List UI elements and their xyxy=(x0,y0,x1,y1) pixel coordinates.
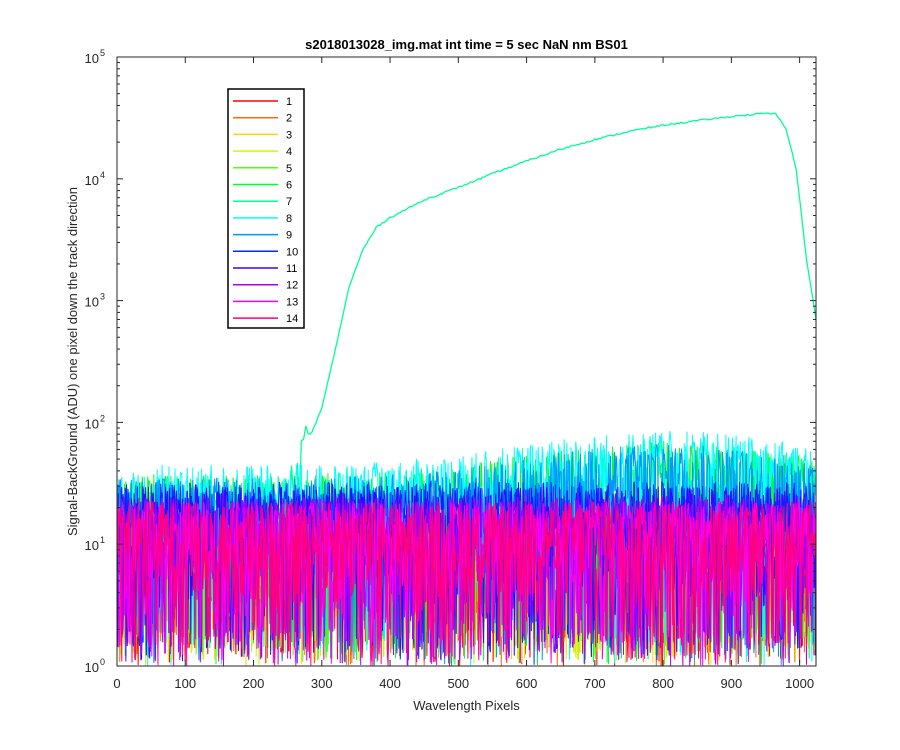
legend-label-6: 6 xyxy=(286,180,292,192)
x-tick-label: 600 xyxy=(516,676,538,691)
series-layer xyxy=(117,112,816,666)
legend-label-3: 3 xyxy=(286,129,292,141)
legend-label-8: 8 xyxy=(286,213,292,225)
x-axis-label: Wavelength Pixels xyxy=(413,698,520,713)
x-tick-label: 900 xyxy=(721,676,743,691)
axes-box xyxy=(116,56,817,667)
y-tick-label: 10 xyxy=(85,295,99,310)
x-tick-label: 1000 xyxy=(785,676,814,691)
legend-label-12: 12 xyxy=(286,280,298,292)
legend-label-14: 14 xyxy=(286,313,298,325)
x-tick-label: 700 xyxy=(584,676,606,691)
y-axis-label: Signal-BackGround (ADU) one pixel down t… xyxy=(65,187,80,536)
y-tick-label-exponent: 1 xyxy=(100,535,105,545)
legend-label-13: 13 xyxy=(286,296,298,308)
series-line-14 xyxy=(117,501,816,666)
y-tick-label: 10 xyxy=(85,538,99,553)
x-tick-label: 200 xyxy=(243,676,265,691)
legend-label-4: 4 xyxy=(286,146,292,158)
x-tick-label: 100 xyxy=(174,676,196,691)
y-tick-label-exponent: 3 xyxy=(100,292,105,302)
y-tick-label: 10 xyxy=(85,173,99,188)
y-tick-label-exponent: 5 xyxy=(100,48,105,58)
y-tick-label: 10 xyxy=(85,51,99,66)
y-tick-label: 10 xyxy=(85,416,99,431)
x-tick-label: 300 xyxy=(311,676,333,691)
x-tick-label: 0 xyxy=(113,676,120,691)
legend-label-1: 1 xyxy=(286,96,292,108)
legend-label-7: 7 xyxy=(286,196,292,208)
legend-label-10: 10 xyxy=(286,246,298,258)
y-tick-label: 10 xyxy=(85,660,99,675)
legend-label-2: 2 xyxy=(286,113,292,125)
x-tick-label: 400 xyxy=(379,676,401,691)
legend-label-11: 11 xyxy=(286,263,297,275)
x-tick-label: 500 xyxy=(447,676,469,691)
y-tick-label-exponent: 4 xyxy=(100,170,105,180)
legend-box xyxy=(227,88,305,329)
y-tick-label-exponent: 2 xyxy=(100,413,105,423)
y-tick-label-exponent: 0 xyxy=(100,657,105,667)
legend-label-9: 9 xyxy=(286,230,292,242)
x-tick-label: 800 xyxy=(652,676,674,691)
chart-title: s2018013028_img.mat int time = 5 sec NaN… xyxy=(305,37,628,52)
legend-label-5: 5 xyxy=(286,163,292,175)
